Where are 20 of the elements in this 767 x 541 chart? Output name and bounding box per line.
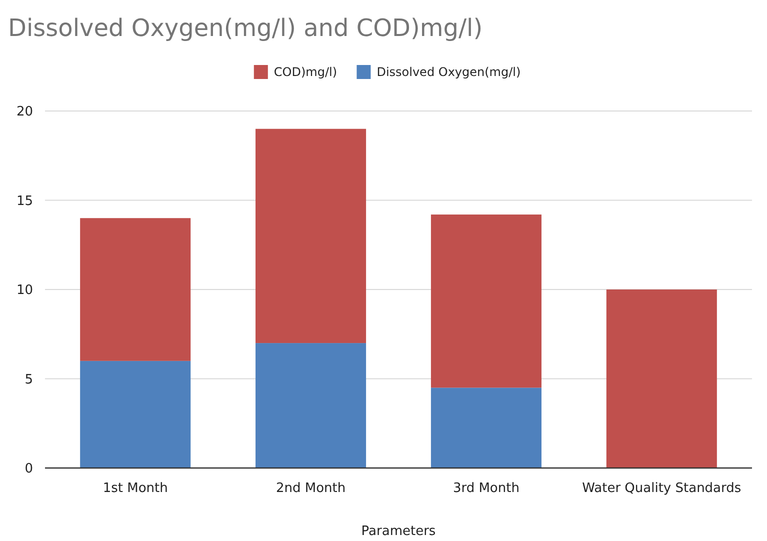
x-tick-label: Water Quality Standards — [582, 481, 742, 496]
x-tick-label: 3rd Month — [452, 481, 520, 496]
legend-label: COD)mg/l) — [274, 65, 338, 79]
y-tick-label: 15 — [16, 194, 33, 209]
chart-title: Dissolved Oxygen(mg/l) and COD)mg/l) — [8, 14, 483, 42]
x-tick-label: 2nd Month — [276, 481, 346, 496]
legend-label: Dissolved Oxygen(mg/l) — [376, 65, 521, 79]
bar — [606, 290, 717, 468]
y-tick-label: 5 — [24, 372, 33, 388]
bar — [80, 360, 191, 468]
y-tick-label: 20 — [16, 104, 33, 120]
y-tick-label: 0 — [24, 462, 33, 477]
bar — [256, 128, 366, 344]
bar — [430, 214, 542, 388]
bar — [430, 388, 542, 468]
bar — [256, 343, 366, 468]
x-axis-title: Parameters — [361, 524, 436, 539]
x-tick-label: 1st Month — [102, 481, 168, 496]
bar — [80, 218, 191, 361]
y-tick-label: 10 — [16, 283, 33, 298]
